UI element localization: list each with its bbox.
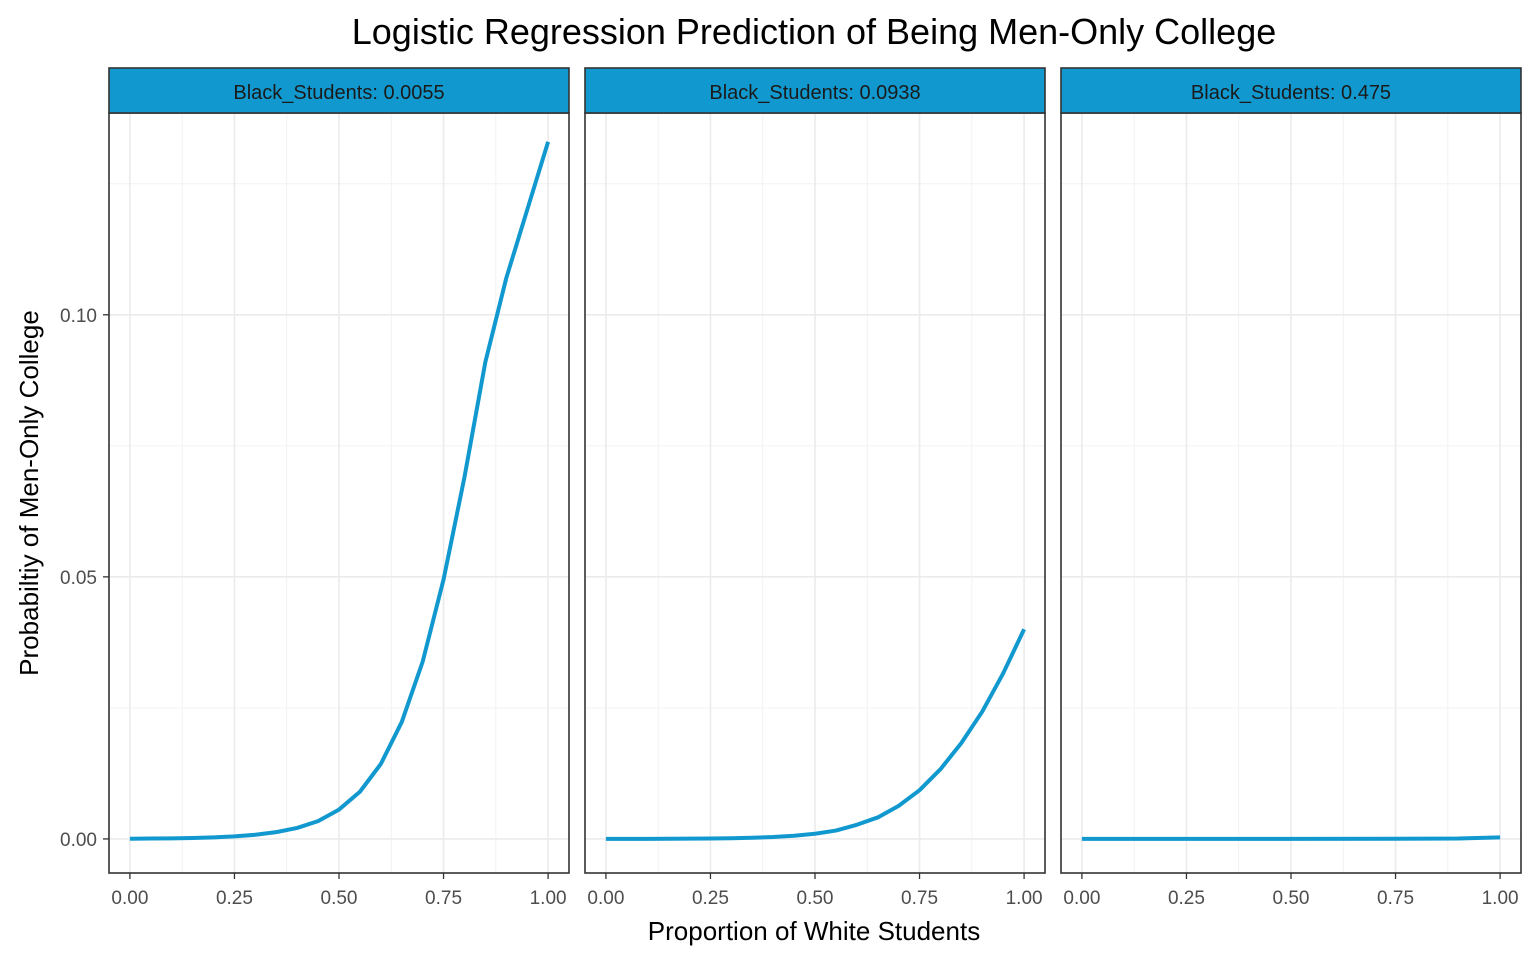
prediction-line xyxy=(1081,835,1501,841)
prediction-line xyxy=(129,141,551,841)
chart-title: Logistic Regression Prediction of Being … xyxy=(352,11,1276,52)
x-tick-label: 0.25 xyxy=(692,888,729,909)
facet-strip xyxy=(108,67,570,114)
x-tick-label: 0.00 xyxy=(1063,888,1100,909)
y-tick-label: 0.10 xyxy=(60,306,97,327)
facet-strip xyxy=(584,67,1046,114)
facet-panel: Black_Students: 0.0055 0.00 0.25 0.50 0.75 1.… xyxy=(108,67,570,909)
x-tick-label: 0.00 xyxy=(587,888,624,909)
facet-strip-label: Black_Students: 0.0938 xyxy=(709,82,920,104)
x-tick-label: 0.50 xyxy=(321,888,358,909)
y-tick-label: 0.05 xyxy=(60,568,97,589)
facet-panel: Black_Students: 0.0938 0.00 0.25 0.50 0.75 1.… xyxy=(584,67,1046,909)
y-axis: 0.00 0.05 0.10 xyxy=(60,306,109,851)
facet-strip-label: Black_Students: 0.475 xyxy=(1191,82,1391,104)
y-axis-title: Probabiltiy of Men-Only College xyxy=(14,310,44,676)
x-tick-label: 0.75 xyxy=(901,888,938,909)
x-tick-label: 0.50 xyxy=(797,888,834,909)
facet-strip xyxy=(1060,67,1522,114)
x-tick-label: 0.25 xyxy=(1168,888,1205,909)
x-tick-label: 0.25 xyxy=(216,888,253,909)
x-tick-label: 1.00 xyxy=(530,888,567,909)
x-axis-title: Proportion of White Students xyxy=(648,916,980,946)
x-tick-label: 1.00 xyxy=(1006,888,1043,909)
facet-strip-label: Black_Students: 0.0055 xyxy=(233,82,444,104)
x-tick-label: 1.00 xyxy=(1482,888,1519,909)
x-tick-label: 0.00 xyxy=(111,888,148,909)
x-tick-label: 0.50 xyxy=(1273,888,1310,909)
facet-panels: Black_Students: 0.0055 0.00 0.25 0.50 0.75 1.… xyxy=(108,67,1522,909)
facet-panel: Black_Students: 0.475 0.00 0.25 0.50 0.75 1.0… xyxy=(1060,67,1522,909)
x-tick-label: 0.75 xyxy=(425,888,462,909)
x-tick-label: 0.75 xyxy=(1377,888,1414,909)
prediction-line xyxy=(605,628,1026,841)
y-tick-label: 0.00 xyxy=(60,830,97,851)
